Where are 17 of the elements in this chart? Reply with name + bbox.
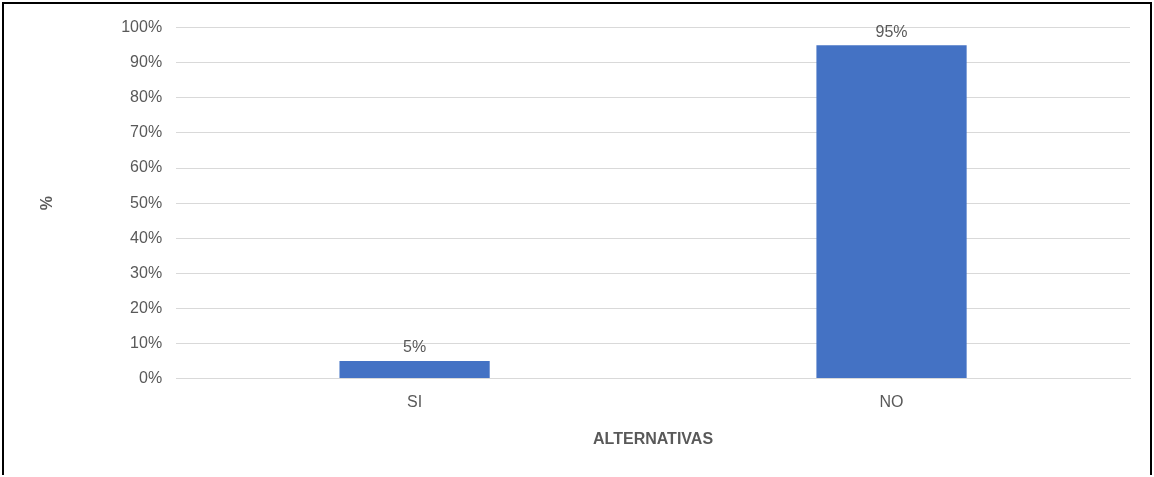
data-label: 5% [403, 338, 427, 356]
y-tick-label: 0% [139, 369, 163, 387]
y-tick-label: 50% [130, 193, 163, 211]
y-tick-label: 30% [130, 263, 163, 281]
x-tick-label: SI [407, 392, 423, 410]
y-tick-label: 70% [130, 123, 163, 141]
y-axis-title: % [38, 195, 56, 211]
data-label: 95% [875, 22, 908, 40]
x-tick-label: NO [879, 392, 904, 410]
y-tick-label: 10% [130, 333, 163, 351]
y-tick-label: 80% [130, 88, 163, 106]
y-tick-label: 20% [130, 298, 163, 316]
x-axis-title: ALTERNATIVAS [593, 429, 714, 447]
y-tick-label: 40% [130, 228, 163, 246]
y-tick-label: 60% [130, 158, 163, 176]
y-tick-label: 90% [130, 53, 163, 71]
y-tick-label: 100% [121, 18, 163, 36]
